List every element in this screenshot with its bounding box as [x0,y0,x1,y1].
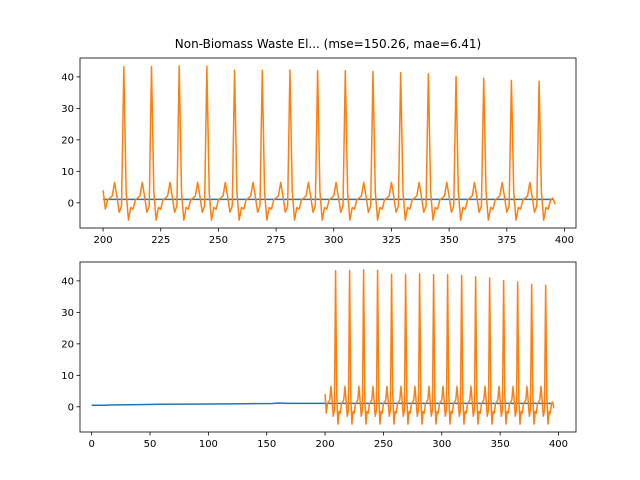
x-tick-label: 375 [497,235,516,246]
y-tick-label: 10 [61,371,74,382]
y-tick-label: 10 [61,167,74,178]
x-tick-label: 200 [94,235,113,246]
subplot-2: 0 50 100 150 200 250 300 350 400 0 10 20 30 40 [61,261,577,450]
y-tick-label: 20 [61,135,74,146]
subplot-1: 200 225 250 275 300 325 350 375 400 0 10 20 30 40 [61,57,577,246]
x-tick-label: 200 [316,439,335,450]
x-tick-label: 300 [324,235,343,246]
x-tick-label: 400 [555,235,574,246]
series-line-2 [324,269,555,425]
y-tick-label: 0 [68,198,74,209]
y-tick-label: 40 [61,72,74,83]
x-tick-label: 300 [432,439,451,450]
x-tick-label: 400 [549,439,568,450]
chart-title: Non-Biomass Waste El... (mse=150.26, mae… [175,37,481,51]
x-tick-label: 225 [151,235,170,246]
series-line-1 [91,402,553,406]
y-tick-label: 20 [61,339,74,350]
y-tick-label: 40 [61,276,74,287]
axes-frame [79,261,577,433]
x-tick-label: 100 [199,439,218,450]
y-tick-label: 0 [68,402,74,413]
x-tick-label: 50 [144,439,157,450]
x-tick-label: 325 [382,235,401,246]
y-tick-label: 30 [61,104,74,115]
x-tick-label: 350 [491,439,510,450]
x-tick-label: 0 [88,439,94,450]
x-tick-label: 250 [209,235,228,246]
x-tick-label: 150 [257,439,276,450]
x-tick-label: 350 [440,235,459,246]
x-tick-label: 275 [267,235,286,246]
series-line-2 [102,65,556,221]
x-tick-label: 250 [374,439,393,450]
y-tick-label: 30 [61,308,74,319]
axes-frame [79,57,577,229]
